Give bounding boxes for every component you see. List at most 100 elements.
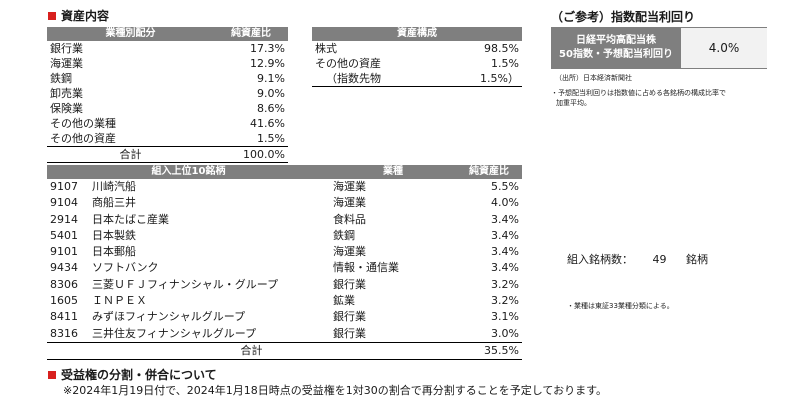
holdings-count: 組入銘柄数： 49 銘柄 xyxy=(567,251,708,267)
composition-value: 98.5% xyxy=(484,42,519,55)
dividend-yield-label: 日経平均高配当株 50指数・予想配当利回り xyxy=(551,28,681,68)
industry-classification-note: ・業種は東証33業種分類による。 xyxy=(567,302,674,310)
holding-value: 3.2% xyxy=(491,277,519,291)
source-note: （出所）日本経済新聞社 xyxy=(555,74,632,82)
table-row: 8316 三井住友フィナンシャルグループ 銀行業 3.0% xyxy=(47,326,522,343)
red-square-icon xyxy=(48,370,56,379)
industry-name: 卸売業 xyxy=(50,87,83,100)
section-title-assets: 資産内容 xyxy=(48,7,109,24)
holding-value: 3.4% xyxy=(491,228,519,242)
holding-name: 商船三井 xyxy=(92,196,136,210)
industry-col-header: 業種 xyxy=(330,165,456,179)
table-row: （指数先物 1.5%） xyxy=(312,71,522,87)
holding-industry: 海運業 xyxy=(333,196,366,210)
holding-name: 三菱ＵＦＪフィナンシャル・グループ xyxy=(92,277,279,291)
top10-holdings-table: 組入上位10銘柄 業種 純資産比 9107 川崎汽船 海運業 5.5% 9104 商船三井… xyxy=(47,165,522,361)
holding-industry: 銀行業 xyxy=(333,310,366,324)
table-row: 8411 みずほフィナンシャルグループ 銀行業 3.1% xyxy=(47,309,522,325)
dividend-yield-value: 4.0% xyxy=(681,28,767,68)
holdings-header: 組入上位10銘柄 xyxy=(47,165,330,179)
table-row: その他の業種 41.6% xyxy=(47,116,288,131)
holdings-count-value: 49 xyxy=(652,253,667,266)
table-row: 鉄鋼 9.1% xyxy=(47,71,288,86)
holding-industry: 鉱業 xyxy=(333,294,355,308)
holding-industry: 海運業 xyxy=(333,180,366,193)
holding-industry: 情報・通信業 xyxy=(333,261,399,275)
industry-value: 9.1% xyxy=(257,72,285,85)
table-row: 卸売業 9.0% xyxy=(47,86,288,101)
composition-value: 1.5% xyxy=(491,57,519,70)
label-line1: 日経平均高配当株 xyxy=(576,35,656,46)
industry-name: 銀行業 xyxy=(50,42,83,55)
holdings-count-unit: 銘柄 xyxy=(686,253,708,266)
total-row: 合計 100.0% xyxy=(47,146,288,163)
dividend-yield-box: 日経平均高配当株 50指数・予想配当利回り 4.0% xyxy=(551,27,767,69)
table-row: 銀行業 17.3% xyxy=(47,41,288,56)
table-row: その他の資産 1.5% xyxy=(47,131,288,147)
table-row: 9101 日本郵船 海運業 3.4% xyxy=(47,244,522,260)
industry-value: 12.9% xyxy=(250,57,285,70)
holding-industry: 海運業 xyxy=(333,245,366,259)
holding-name: 三井住友フィナンシャルグループ xyxy=(92,326,257,340)
holding-value: 3.4% xyxy=(491,245,519,259)
holding-industry: 銀行業 xyxy=(333,277,366,291)
holding-value: 3.1% xyxy=(491,310,519,324)
industry-value: 17.3% xyxy=(250,42,285,55)
holding-code: 8411 xyxy=(50,310,78,324)
table-row: 保険業 8.6% xyxy=(47,101,288,116)
industry-header: 業種別配分 xyxy=(47,27,214,41)
yield-note-line2: 加重平均。 xyxy=(556,99,591,107)
total-row: 合計 35.5% xyxy=(47,341,522,361)
composition-name: その他の資産 xyxy=(315,57,381,70)
red-square-icon xyxy=(48,11,56,20)
holdings-count-label: 組入銘柄数： xyxy=(567,253,633,266)
table-row: その他の資産 1.5% xyxy=(312,56,522,71)
table-row: 9104 商船三井 海運業 4.0% xyxy=(47,195,522,211)
composition-header: 資産構成 xyxy=(312,27,522,41)
holding-name: 日本製鉄 xyxy=(92,228,136,242)
section-title-text: 資産内容 xyxy=(61,9,110,23)
asset-composition-table: 資産構成 株式 98.5% その他の資産 1.5% （指数先物 1.5%） xyxy=(312,27,522,87)
section-title-split: 受益権の分割・併合について xyxy=(48,366,217,383)
holding-name: ＩＮＰＥＸ xyxy=(92,294,147,308)
holding-code: 8316 xyxy=(50,326,78,340)
holding-name: 日本たばこ産業 xyxy=(92,212,169,226)
section-title-text: 受益権の分割・併合について xyxy=(61,368,217,382)
holding-code: 9104 xyxy=(50,196,78,210)
holding-code: 2914 xyxy=(50,212,78,226)
holding-name: みずほフィナンシャルグループ xyxy=(92,310,246,324)
total-value: 100.0% xyxy=(214,146,288,163)
holding-value: 3.0% xyxy=(491,326,519,340)
industry-value: 8.6% xyxy=(257,102,285,115)
industry-name: その他の業種 xyxy=(50,117,116,130)
holding-name: 川崎汽船 xyxy=(92,180,136,193)
holding-code: 9101 xyxy=(50,245,78,259)
composition-value: 1.5%） xyxy=(441,71,522,87)
table-row: 9434 ソフトバンク 情報・通信業 3.4% xyxy=(47,260,522,276)
table-row: 2914 日本たばこ産業 食料品 3.4% xyxy=(47,212,522,228)
holding-code: 9434 xyxy=(50,261,78,275)
table-row: 9107 川崎汽船 海運業 5.5% xyxy=(47,179,522,195)
composition-name: （指数先物 xyxy=(312,71,442,87)
table-row: 株式 98.5% xyxy=(312,41,522,56)
holding-industry: 鉄鋼 xyxy=(333,228,355,242)
industry-name: 保険業 xyxy=(50,102,83,115)
holding-value: 3.4% xyxy=(491,212,519,226)
holding-value: 3.4% xyxy=(491,261,519,275)
holding-name: 日本郵船 xyxy=(92,245,136,259)
holding-name: ソフトバンク xyxy=(92,261,159,275)
industry-value: 41.6% xyxy=(250,117,285,130)
total-label: 合計 xyxy=(47,341,456,361)
industry-name: 海運業 xyxy=(50,57,83,70)
holding-industry: 銀行業 xyxy=(333,326,366,340)
table-row: 8306 三菱ＵＦＪフィナンシャル・グループ 銀行業 3.2% xyxy=(47,277,522,293)
industry-name: 鉄鋼 xyxy=(50,72,72,85)
yield-note-line1: ・予想配当利回りは指数値に占める各銘柄の構成比率で xyxy=(551,89,726,97)
table-row: 5401 日本製鉄 鉄鋼 3.4% xyxy=(47,228,522,244)
holding-value: 3.2% xyxy=(491,294,519,308)
split-notice: ※2024年1月19日付で、2024年1月18日時点の受益権を1対30の割合で再… xyxy=(63,384,607,397)
reference-title: （ご参考）指数配当利回り xyxy=(551,10,696,24)
holding-industry: 食料品 xyxy=(333,212,366,226)
holding-value: 4.0% xyxy=(491,196,519,210)
industry-value: 1.5% xyxy=(257,132,285,145)
